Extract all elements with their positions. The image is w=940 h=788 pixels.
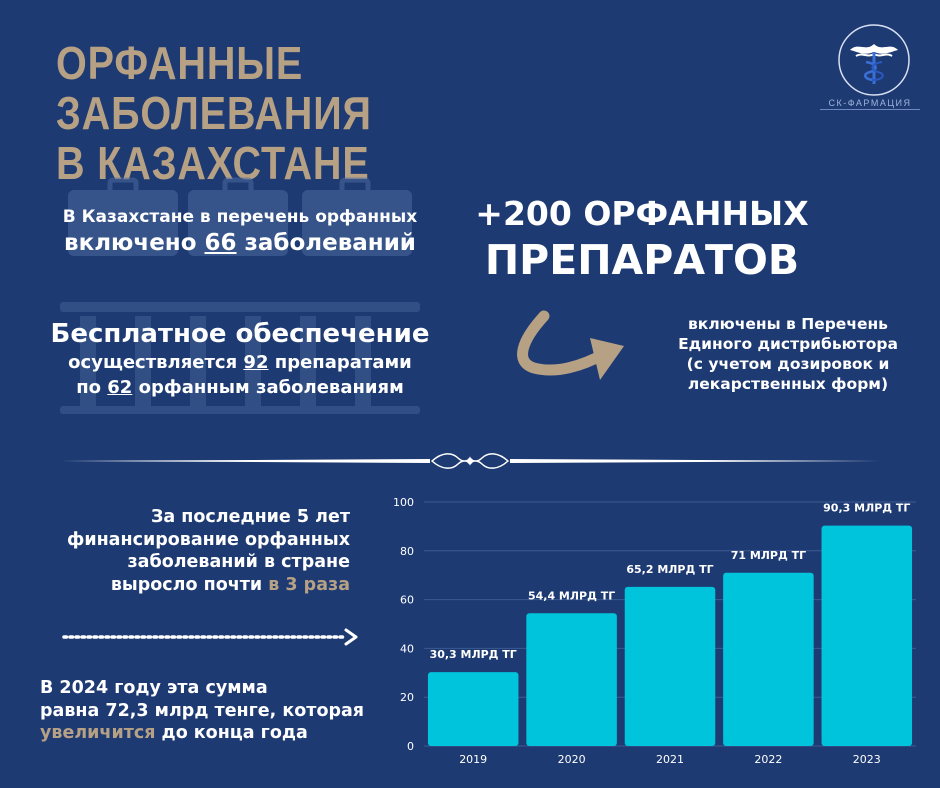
year-2024-line-3: увеличится до конца года xyxy=(40,722,380,745)
data-label: 71 МЛРД ТГ xyxy=(731,549,806,562)
bar-2021 xyxy=(624,586,716,746)
x-axis-ticks: 2019 2020 2021 2022 2023 xyxy=(459,753,881,766)
year-2024-line-3-post: до конца года xyxy=(155,723,308,743)
x-tick-label: 2019 xyxy=(459,753,487,766)
free-supply-block: Бесплатное обеспечение осуществляется 92… xyxy=(40,318,440,400)
title-line-2: В КАЗАХСТАНЕ xyxy=(56,137,370,189)
page-title: ОРФАННЫЕ ЗАБОЛЕВАНИЯ В КАЗАХСТАНЕ xyxy=(56,38,538,188)
funding-bar-chart: 0 20 40 60 80 100 2019 2020 2021 2022 2023 30,3 М… xyxy=(393,496,916,766)
y-tick-label: 20 xyxy=(400,691,414,704)
funding-line-2: финансирование орфанных xyxy=(66,529,350,550)
data-label: 65,2 МЛРД ТГ xyxy=(626,563,713,576)
diseases-count: 66 xyxy=(204,230,237,256)
drugs-added-line-1: +200 ОРФАННЫХ xyxy=(475,194,809,233)
free-supply-line-1: Бесплатное обеспечение xyxy=(50,319,430,349)
bar-2022 xyxy=(723,572,814,746)
bar-2019 xyxy=(427,672,519,746)
title-line-1: ОРФАННЫЕ ЗАБОЛЕВАНИЯ xyxy=(56,37,372,139)
funding-line-4-pre: выросло почти xyxy=(110,574,269,595)
year-2024-accent: увеличится xyxy=(40,723,156,743)
y-tick-label: 80 xyxy=(400,545,414,558)
funding-line-1: За последние 5 лет xyxy=(150,507,350,527)
year-2024-line-2: равна 72,3 млрд тенге, которая xyxy=(40,700,365,721)
funding-growth-accent: в 3 раза xyxy=(268,574,350,595)
chart-bars xyxy=(427,525,913,746)
drugs-added-line-2: ПРЕПАРАТОВ xyxy=(484,236,800,284)
drugs-added-headline: +200 ОРФАННЫХ ПРЕПАРАТОВ xyxy=(440,193,844,285)
diseases-line-1: В Казахстане в перечень орфанных xyxy=(62,207,418,227)
bar-2023 xyxy=(821,525,913,746)
diseases-line-2-post: заболеваний xyxy=(236,230,416,256)
x-tick-label: 2022 xyxy=(754,753,782,766)
free-supply-line-3-pre: по xyxy=(76,377,108,398)
included-line-2: Единого дистрибьютора xyxy=(678,335,898,353)
data-label: 30,3 МЛРД ТГ xyxy=(430,648,517,661)
funding-growth-text: За последние 5 лет финансирование орфанн… xyxy=(30,506,350,596)
free-supply-line-2-pre: осуществляется xyxy=(68,352,244,373)
data-labels: 30,3 МЛРД ТГ 54,4 МЛРД ТГ 65,2 МЛРД ТГ 71 М… xyxy=(430,502,911,661)
included-description: включены в Перечень Единого дистрибьютор… xyxy=(648,314,928,394)
funding-line-4: выросло почти в 3 раза xyxy=(30,574,350,597)
free-supply-line-3: по 62 орфанным заболеваниям xyxy=(40,375,440,400)
ornamental-divider xyxy=(60,453,880,469)
included-line-3: (с учетом дозировок и xyxy=(686,355,890,373)
data-label: 54,4 МЛРД ТГ xyxy=(528,589,615,602)
y-axis-ticks: 0 20 40 60 80 100 xyxy=(393,496,414,753)
y-tick-label: 40 xyxy=(400,642,414,655)
bar-2020 xyxy=(526,613,617,746)
included-line-1: включены в Перечень xyxy=(688,315,888,333)
x-tick-label: 2021 xyxy=(656,753,684,766)
y-tick-label: 60 xyxy=(400,594,414,607)
curved-arrow-icon xyxy=(517,310,624,380)
year-2024-text: В 2024 году эта сумма равна 72,3 млрд те… xyxy=(40,677,380,745)
diseases-count-block: В Казахстане в перечень орфанных включен… xyxy=(40,206,440,258)
dotted-arrow-icon xyxy=(62,628,358,646)
x-tick-label: 2020 xyxy=(558,753,586,766)
free-supply-line-3-post: орфанным заболеваниям xyxy=(132,377,404,398)
year-2024-line-1: В 2024 году эта сумма xyxy=(40,678,268,698)
diseases-line-2-pre: включено xyxy=(64,230,205,256)
included-line-4: лекарственных форм) xyxy=(687,375,889,393)
logo-caption: СК-ФАРМАЦИЯ xyxy=(820,98,920,110)
medical-case-icon xyxy=(68,177,412,256)
supplied-disease-count: 62 xyxy=(107,377,133,398)
y-tick-label: 0 xyxy=(407,740,414,753)
sk-pharmacy-logo xyxy=(838,24,910,96)
funding-line-3: заболеваний в стране xyxy=(127,552,350,572)
free-supply-line-2: осуществляется 92 препаратами xyxy=(40,350,440,375)
syringe-icon xyxy=(60,302,420,414)
y-tick-label: 100 xyxy=(393,496,414,509)
diseases-line-2: включено 66 заболеваний xyxy=(40,228,440,258)
data-label: 90,3 МЛРД ТГ xyxy=(823,502,910,515)
x-tick-label: 2023 xyxy=(853,753,881,766)
drugs-count: 92 xyxy=(243,352,269,373)
free-supply-line-2-post: препаратами xyxy=(268,352,412,373)
background-decoration xyxy=(60,177,420,414)
